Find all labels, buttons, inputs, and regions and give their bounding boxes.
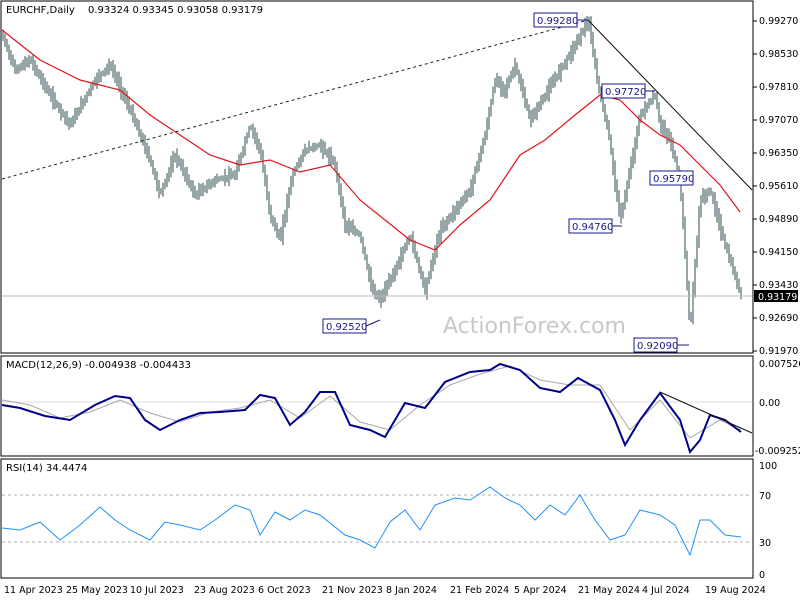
trendline-falling — [587, 19, 753, 191]
svg-text:0.99280: 0.99280 — [537, 16, 578, 27]
watermark: ActionForex.com — [443, 314, 626, 339]
macd-zero-box — [754, 396, 784, 408]
level-label-0.97720: 0.97720 — [601, 83, 655, 99]
macd-title: MACD(12,26,9) -0.004938 -0.004433 — [6, 360, 191, 371]
rsi-tick: 70 — [759, 491, 771, 502]
price-panel-frame — [0, 0, 754, 354]
rsi-axis: 100 70 30 0 — [759, 461, 777, 581]
date-tick: 21 Nov 2023 — [322, 585, 383, 596]
date-tick: 8 Jan 2024 — [386, 585, 437, 596]
macd-axis: 0.007526 0.00 -0.009252 — [754, 359, 800, 457]
price-axis: 0.99270 0.98530 0.97810 0.97070 0.96350 … — [753, 16, 798, 357]
current-price-label: 0.93179 — [758, 292, 797, 303]
macd-signal-line — [1, 365, 742, 439]
svg-text:0.94760: 0.94760 — [572, 222, 613, 233]
level-label-0.95790: 0.95790 — [649, 170, 694, 186]
price-tick: 0.95610 — [759, 181, 798, 192]
price-tick: 0.98530 — [759, 49, 798, 60]
date-tick: 11 Apr 2023 — [4, 585, 63, 596]
date-tick: 6 Oct 2023 — [258, 585, 311, 596]
price-tick: 0.91970 — [759, 346, 798, 357]
level-label-0.92090: 0.92090 — [633, 337, 689, 353]
level-label-0.92520: 0.92520 — [322, 318, 381, 334]
svg-text:0.95790: 0.95790 — [653, 174, 694, 185]
date-tick: 23 Aug 2023 — [194, 585, 255, 596]
ohlc-values: 0.93324 0.93345 0.93058 0.93179 — [88, 5, 263, 16]
rsi-panel-frame — [0, 458, 754, 579]
rsi-tick: 30 — [759, 538, 771, 549]
macd-tick: 0.00 — [759, 398, 780, 409]
date-tick: 5 Apr 2024 — [514, 585, 567, 596]
date-axis: 11 Apr 2023 25 May 2023 10 Jul 2023 23 A… — [4, 585, 766, 596]
rsi-tick: 100 — [759, 461, 777, 472]
price-tick: 0.94150 — [759, 247, 798, 258]
current-price-box — [754, 290, 798, 302]
svg-text:0.97720: 0.97720 — [605, 87, 646, 98]
price-bars — [2, 15, 742, 325]
macd-tick: -0.009252 — [755, 446, 800, 457]
date-tick: 10 Jul 2023 — [130, 585, 184, 596]
rsi-title: RSI(14) 34.4474 — [6, 463, 87, 474]
moving-average-line — [1, 29, 741, 251]
rsi-tick: 0 — [759, 570, 765, 581]
date-tick: 4 Jul 2024 — [642, 585, 690, 596]
date-tick: 21 May 2024 — [578, 585, 640, 596]
level-label-0.99280: 0.99280 — [533, 12, 587, 28]
chart-title: EURCHF,Daily — [6, 5, 75, 16]
macd-main-line — [1, 362, 742, 455]
trendline-rising — [1, 19, 589, 180]
date-tick: 19 Aug 2024 — [705, 585, 766, 596]
price-tick: 0.93430 — [759, 280, 798, 291]
price-tick: 0.96350 — [759, 148, 798, 159]
date-tick: 21 Feb 2024 — [450, 585, 509, 596]
price-tick: 0.97070 — [759, 115, 798, 126]
level-label-0.94760: 0.94760 — [568, 218, 622, 234]
rsi-line — [1, 486, 742, 557]
svg-text:0.92520: 0.92520 — [326, 322, 367, 333]
macd-tick: 0.007526 — [759, 359, 800, 370]
price-tick: 0.94890 — [759, 214, 798, 225]
date-tick: 25 May 2023 — [66, 585, 128, 596]
macd-trendline — [659, 391, 753, 434]
price-tick: 0.99270 — [759, 16, 798, 27]
price-tick: 0.97810 — [759, 82, 798, 93]
svg-text:0.92090: 0.92090 — [637, 341, 678, 352]
price-tick: 0.92690 — [759, 313, 798, 324]
macd-panel-frame — [0, 355, 754, 457]
